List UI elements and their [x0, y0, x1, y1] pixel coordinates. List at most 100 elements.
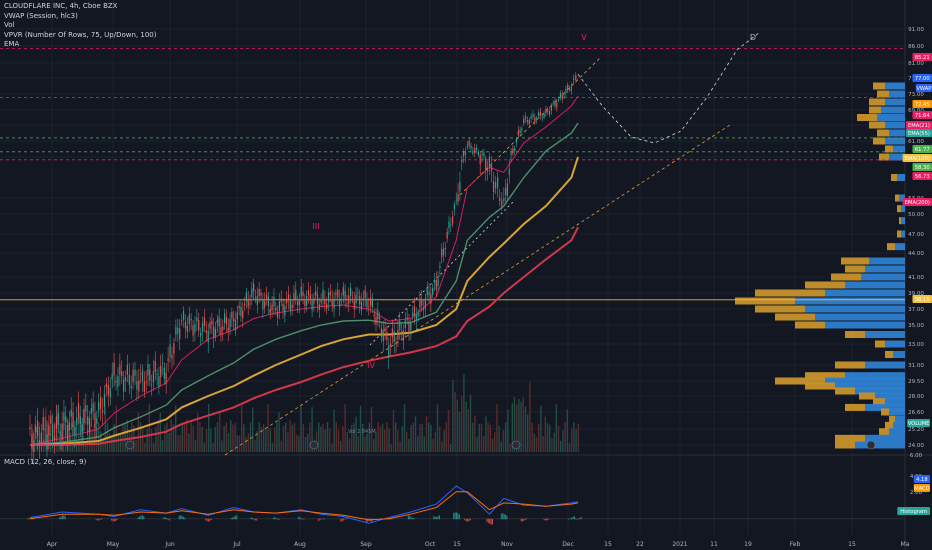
candle-body: [55, 416, 58, 429]
price-tick: 25.20: [908, 427, 924, 433]
price-tag: [912, 295, 932, 303]
price-tag: [902, 154, 932, 162]
candle-body: [327, 292, 330, 303]
macd-histogram-bar: [344, 518, 346, 520]
macd-histogram-bar: [256, 518, 258, 521]
price-tick: 2.00: [910, 490, 923, 496]
price-tag-label: EMA(100): [905, 156, 930, 162]
candle-body: [362, 298, 364, 300]
vpvr-up-bar: [889, 428, 905, 436]
time-tick: 2021: [672, 541, 687, 548]
vpvr-up-bar: [825, 289, 905, 297]
time-tick: 15: [453, 541, 461, 548]
candle-body: [190, 318, 192, 321]
vpvr-down-bar: [873, 398, 885, 406]
volume-bar: [311, 407, 313, 452]
volume-bar: [571, 428, 573, 452]
candle-body: [218, 316, 220, 327]
volume-bar: [412, 422, 414, 452]
volume-bar: [230, 419, 232, 452]
volume-bar: [170, 419, 172, 452]
price-series: [29, 71, 577, 465]
macd-histogram-bar: [28, 518, 30, 520]
volume-bar: [502, 430, 505, 452]
volume-bar: [553, 432, 555, 452]
candle-body: [360, 301, 363, 311]
macd-histogram-bar: [436, 516, 438, 520]
volume-bar: [417, 436, 419, 452]
volume-bar: [403, 404, 406, 452]
vpvr-down-bar: [873, 137, 885, 145]
candle-body: [293, 293, 295, 300]
candle-body: [316, 294, 319, 305]
candle-body: [38, 440, 41, 447]
candle-body: [87, 416, 89, 425]
volume-bar: [252, 407, 254, 452]
volume-bar: [95, 426, 98, 452]
candle-body: [444, 248, 446, 250]
macd-histogram-bar: [60, 516, 62, 520]
candle-body: [439, 265, 441, 269]
candle-body: [393, 331, 395, 342]
time-tick: Feb: [790, 541, 801, 548]
volume-bar: [183, 424, 186, 452]
volume-bar: [111, 437, 113, 452]
volume-bar: [355, 416, 357, 452]
candle-body: [397, 329, 399, 340]
macd-histogram-bar: [524, 518, 526, 520]
volume-bar: [282, 425, 285, 452]
macd-histogram-bar: [208, 518, 210, 522]
macd-histogram-bar: [434, 516, 436, 520]
volume-bar: [406, 432, 408, 452]
price-tick: 47.00: [908, 232, 924, 238]
vpvr-up-bar: [881, 106, 905, 114]
candle-body: [50, 416, 52, 424]
volume-bar: [201, 427, 203, 452]
volume-bar: [562, 430, 564, 452]
macd-histogram-bar: [340, 518, 342, 522]
candle-body: [156, 374, 158, 375]
candle-body: [517, 130, 519, 136]
time-tick: Nov: [501, 541, 513, 548]
volume-bar: [276, 422, 278, 452]
volume-bar: [573, 422, 575, 452]
volume-bar: [465, 401, 467, 452]
candle-body: [455, 199, 457, 201]
candle-body: [306, 296, 308, 306]
volume-bar: [177, 435, 179, 452]
vpvr-up-bar: [889, 129, 905, 137]
volume-bar: [505, 422, 507, 452]
macd-histogram-bar: [115, 518, 117, 521]
candle-body: [548, 111, 551, 115]
volume-bar: [388, 428, 390, 452]
legend-vwap: VWAP (Session, hlc3): [4, 11, 78, 20]
macd-histogram-bar: [343, 518, 345, 521]
volume-bar: [71, 422, 73, 452]
volume-bar: [531, 422, 533, 452]
candle-body: [488, 156, 491, 168]
candle-body: [320, 299, 322, 303]
candle-body: [42, 416, 44, 431]
candle-body: [220, 327, 222, 335]
price-tick: 61.00: [908, 139, 924, 145]
price-tag: [912, 145, 932, 153]
volume-bar: [421, 423, 423, 452]
volume-bar: [432, 438, 434, 452]
candle-body: [94, 413, 96, 428]
candle-body: [44, 428, 46, 431]
price-tick: 33.00: [908, 342, 924, 348]
macd-histogram-bar: [371, 518, 373, 522]
volume-bar: [254, 439, 256, 452]
volume-bar: [461, 396, 463, 452]
macd-histogram-bar: [95, 518, 97, 520]
macd-histogram-bar: [209, 518, 211, 522]
volume-bar: [309, 422, 311, 452]
candle-body: [267, 296, 269, 307]
price-tag-label: 72.45: [915, 102, 930, 108]
volume-bar: [124, 424, 126, 452]
vpvr-down-bar: [891, 174, 897, 181]
vpvr-up-bar: [877, 114, 905, 121]
candle-body: [523, 118, 525, 124]
price-tag-label: EMA(21): [908, 123, 930, 129]
